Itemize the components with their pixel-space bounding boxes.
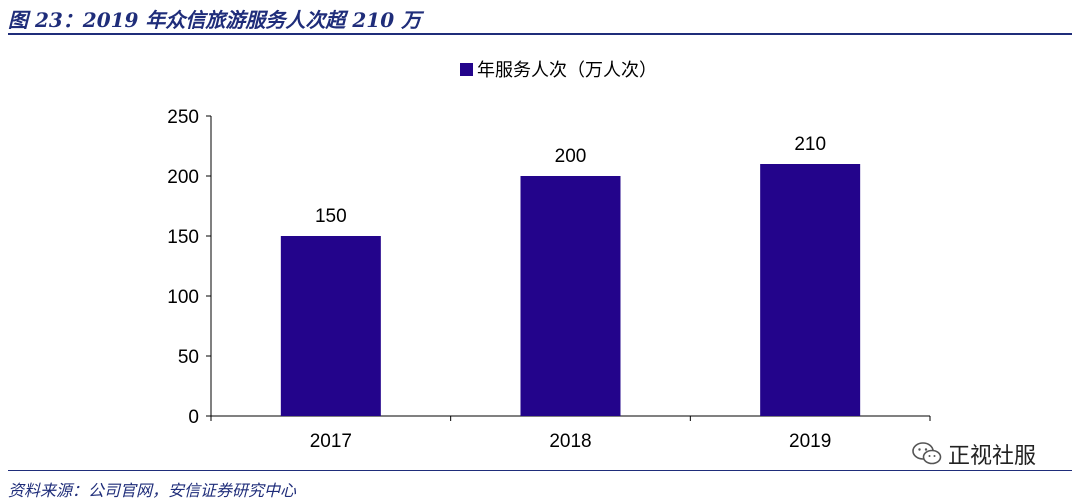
bar-2018 [520, 176, 621, 416]
y-tick-label: 250 [167, 107, 199, 128]
data-label-2018: 200 [555, 146, 587, 167]
bar-2019 [760, 164, 861, 416]
y-tick-label: 150 [167, 227, 199, 248]
legend-label: 年服务人次（万人次） [477, 60, 657, 81]
title-divider [8, 33, 1072, 35]
chart-bars [280, 164, 861, 416]
source-note: 资料来源：公司官网，安信证券研究中心 [8, 481, 297, 500]
legend-swatch [460, 63, 473, 76]
watermark-text: 正视社服 [948, 444, 1037, 469]
y-tick-label: 200 [167, 167, 199, 188]
wechat-icon [912, 442, 942, 465]
y-tick-label: 50 [178, 347, 199, 368]
y-tick-label: 100 [167, 287, 199, 308]
chart-labels: 150 2017 200 2018 210 2019 [310, 134, 832, 452]
watermark: 正视社服 [912, 434, 1062, 474]
x-tick-label-2018: 2018 [549, 431, 591, 452]
data-label-2019: 210 [794, 134, 826, 155]
figure-title: 图 23：2019 年众信旅游服务人次超 210 万 [8, 8, 422, 32]
data-label-2017: 150 [315, 206, 347, 227]
bar-2017 [280, 236, 381, 416]
y-tick-label: 0 [188, 407, 199, 428]
footer-divider [8, 470, 1072, 471]
chart-legend: 年服务人次（万人次） [460, 60, 657, 81]
x-tick-label-2017: 2017 [310, 431, 352, 452]
x-tick-label-2019: 2019 [789, 431, 831, 452]
